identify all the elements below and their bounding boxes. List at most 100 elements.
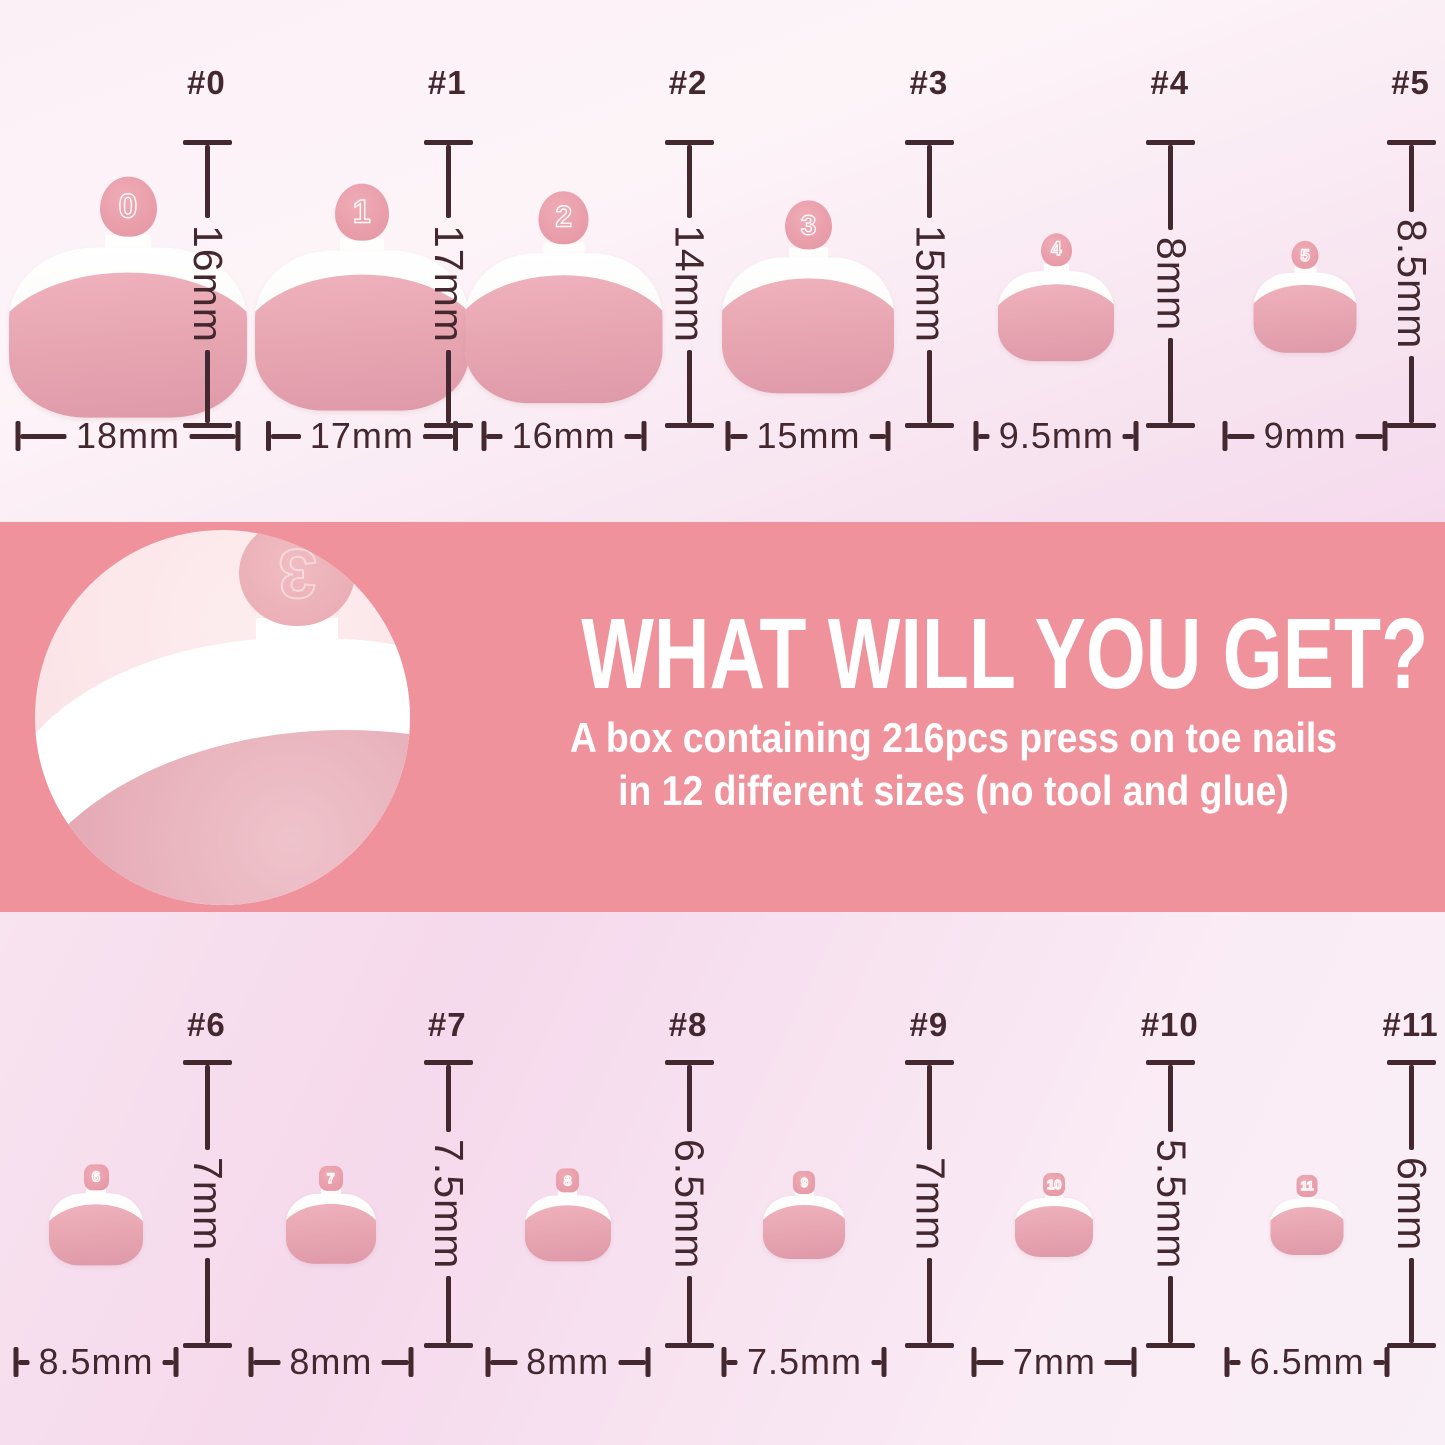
toe-nail-graphic: 4 — [998, 233, 1115, 361]
ruler-line — [205, 349, 210, 424]
width-value: 7.5mm — [746, 1341, 862, 1382]
width-value: 15mm — [756, 415, 861, 456]
ruler-line — [1373, 1359, 1385, 1365]
ruler-cap-bottom — [905, 1343, 955, 1349]
nail-body — [722, 257, 895, 394]
ruler-cap-left — [485, 1347, 491, 1377]
top-sizes-section: #0 0 16mm 18mm #1 1 — [0, 0, 1445, 522]
toe-nail-graphic: 10 — [1015, 1172, 1094, 1257]
ruler-cap-right — [408, 1347, 414, 1377]
ruler-line — [1227, 433, 1255, 439]
height-ruler: 14mm — [664, 140, 714, 429]
size-column: #0 0 16mm 18mm — [0, 0, 247, 522]
tab-number: 8 — [563, 1171, 572, 1188]
nail-pink-bed — [998, 284, 1115, 361]
width-value: 9mm — [1263, 415, 1347, 456]
nail-pink-bed — [285, 1204, 376, 1264]
width-ruler: 8mm — [248, 1341, 414, 1382]
tab-number: 6 — [91, 1168, 101, 1186]
ruler-cap-top — [183, 140, 232, 145]
nail-body — [524, 1195, 611, 1262]
ruler-line — [490, 1359, 518, 1365]
size-column: #11 11 6mm 6.5mm — [1204, 912, 1445, 1445]
ruler-cap-top — [1387, 1060, 1437, 1065]
width-value: 9.5mm — [998, 415, 1114, 456]
ruler-line — [445, 1065, 451, 1132]
ruler-line — [205, 1258, 210, 1344]
nail-stem — [1294, 267, 1317, 275]
banner-heading: WHAT WILL YOU GET? — [581, 598, 1429, 710]
size-number-label: #2 — [668, 64, 708, 101]
nail-number-tab: 9 — [793, 1170, 816, 1194]
toe-nail-graphic: 8 — [524, 1167, 611, 1262]
ruler-line — [686, 1065, 692, 1132]
width-value: 17mm — [309, 415, 414, 456]
ruler-cap-top — [1387, 140, 1437, 145]
ruler-cap-bottom — [183, 1343, 232, 1349]
ruler-cap-top — [423, 140, 473, 145]
height-value: 5.5mm — [1148, 1138, 1195, 1270]
ruler-line — [1409, 1258, 1415, 1344]
ruler-line — [927, 1065, 933, 1150]
ruler-cap-left — [971, 1347, 977, 1377]
banner: 3 WHAT WILL YOU GET? A box containing 21… — [0, 522, 1445, 912]
ruler-cap-left — [725, 421, 731, 451]
nail-body — [285, 1193, 376, 1264]
banner-subtext-line2: in 12 different sizes (no tool and glue) — [618, 766, 1289, 814]
ruler-cap-left — [265, 421, 271, 451]
height-value: 8.5mm — [1389, 218, 1436, 350]
ruler-cap-top — [664, 140, 714, 145]
size-number-label: #9 — [909, 1006, 949, 1043]
ruler-cap-bottom — [423, 1343, 473, 1348]
ruler-line — [730, 433, 748, 439]
size-column: #5 5 8.5mm 9mm — [1204, 0, 1445, 522]
width-ruler: 8.5mm — [13, 1341, 179, 1382]
nail-number-tab: 6 — [83, 1163, 109, 1191]
tab-number: 0 — [118, 187, 138, 226]
tab-number: 7 — [326, 1170, 335, 1186]
ruler-cap-top — [664, 1060, 714, 1065]
nail-stem — [1043, 263, 1070, 272]
ruler-cap-left — [481, 421, 487, 451]
ruler-line — [445, 349, 451, 424]
nail-body — [763, 1195, 846, 1259]
ruler-cap-top — [1146, 1060, 1196, 1065]
ruler-line — [927, 1258, 933, 1344]
height-ruler: 7.5mm — [423, 1060, 473, 1348]
bottom-sizes-section: #6 6 7mm 8.5mm #7 7 — [0, 912, 1445, 1445]
nail-stem — [339, 238, 384, 252]
ruler-line — [189, 433, 236, 439]
ruler-cap-bottom — [1387, 1343, 1437, 1349]
ruler-line — [869, 433, 886, 439]
banner-subtext: A box containing 216pcs press on toe nai… — [523, 712, 1384, 817]
ruler-cap-right — [645, 1347, 651, 1377]
ruler-line — [1168, 338, 1174, 424]
size-number-label: #6 — [187, 1006, 226, 1043]
width-value: 8mm — [526, 1341, 610, 1382]
width-ruler: 8mm — [485, 1341, 651, 1382]
height-ruler: 7mm — [905, 1060, 955, 1349]
ruler-line — [686, 1276, 692, 1343]
ruler-cap-right — [452, 421, 458, 451]
width-value: 8mm — [289, 1341, 373, 1382]
nail-number-tab: 2 — [538, 191, 589, 244]
nail-number-tab: 11 — [1296, 1174, 1318, 1197]
nail-pink-bed — [465, 275, 663, 403]
ruler-line — [253, 1359, 281, 1365]
ruler-line — [1168, 145, 1174, 230]
toe-nail-graphic: 6 — [49, 1163, 143, 1266]
size-number-label: #1 — [427, 64, 467, 101]
nail-pink-bed — [524, 1204, 611, 1262]
ruler-cap-bottom — [905, 423, 955, 429]
nail-body — [49, 1193, 143, 1266]
ruler-cap-left — [1222, 421, 1228, 451]
size-number-label: #7 — [427, 1006, 467, 1043]
width-ruler: 7mm — [971, 1341, 1137, 1382]
ruler-cap-right — [1131, 1347, 1137, 1377]
height-value: 16mm — [185, 225, 231, 343]
height-value: 7mm — [907, 1156, 954, 1252]
ruler-cap-bottom — [1387, 423, 1437, 428]
ruler-line — [1409, 1065, 1415, 1150]
nail-stem — [789, 247, 828, 259]
